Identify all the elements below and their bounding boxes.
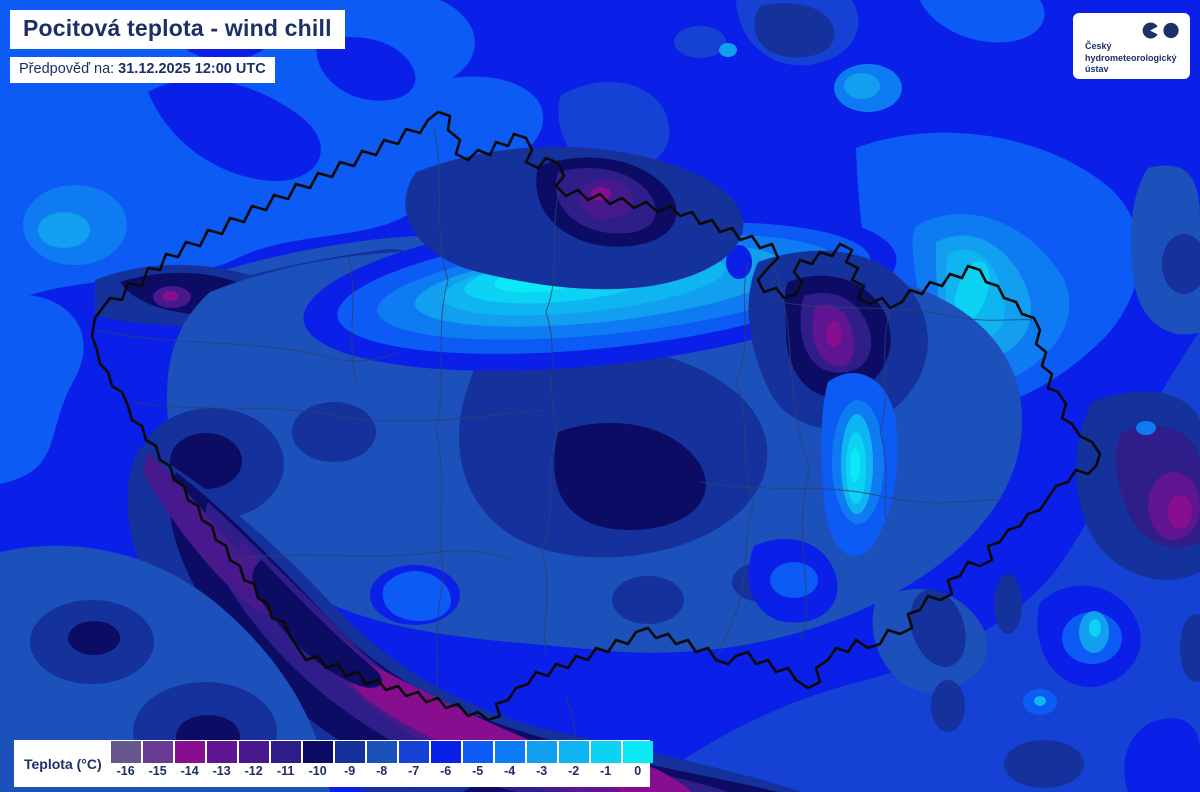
legend-item: -3 [526, 741, 558, 787]
chmi-logo-line1: Český [1085, 41, 1112, 51]
legend-item: -16 [110, 741, 142, 787]
legend-item: -7 [398, 741, 430, 787]
legend-tick-label: -16 [116, 764, 135, 778]
temperature-legend: Teplota (°C) -16 -15 -14 -13 -12 -11 -10 -9 -8 -7… [14, 740, 653, 787]
legend-swatch [494, 741, 525, 763]
legend-swatch [622, 741, 653, 763]
legend-swatch [366, 741, 397, 763]
legend-item: 0 [622, 741, 654, 787]
legend-tick-label: -14 [180, 764, 199, 778]
legend-item: -4 [494, 741, 526, 787]
chmi-logo-icon [1142, 22, 1179, 39]
legend-swatch [334, 741, 365, 763]
forecast-time-box: Předpověď na: 31.12.2025 12:00 UTC [10, 57, 275, 83]
legend-swatch [270, 741, 301, 763]
legend-tick-label: -11 [276, 764, 295, 778]
legend-tick-label: -10 [308, 764, 327, 778]
legend-item: -10 [302, 741, 334, 787]
legend-label: Teplota (°C) [24, 755, 102, 772]
legend-swatch [142, 741, 173, 763]
legend-tick-label: -6 [440, 764, 452, 778]
legend-swatch [590, 741, 621, 763]
legend-tick-label: -1 [600, 764, 612, 778]
legend-tick-label: -3 [536, 764, 548, 778]
legend-swatch [398, 741, 429, 763]
legend-tick-label: -9 [344, 764, 356, 778]
legend-item: -15 [142, 741, 174, 787]
legend-item: -11 [270, 741, 302, 787]
legend-tick-label: -5 [472, 764, 484, 778]
legend-tick-label: -7 [408, 764, 420, 778]
forecast-datetime: 31.12.2025 12:00 UTC [118, 61, 266, 77]
legend-item: -6 [430, 741, 462, 787]
legend-tick-label: -15 [148, 764, 167, 778]
legend-tick-label: -8 [376, 764, 388, 778]
legend-swatch [110, 741, 141, 763]
legend-item: -14 [174, 741, 206, 787]
legend-item: -13 [206, 741, 238, 787]
legend-swatch [430, 741, 461, 763]
chmi-logo-text: Český hydrometeorologický ústav [1085, 41, 1177, 76]
forecast-label: Předpověď na: [19, 61, 115, 77]
chmi-logo: Český hydrometeorologický ústav [1073, 13, 1190, 79]
chmi-logo-line2: hydrometeorologický [1085, 52, 1177, 63]
legend-swatch [206, 741, 237, 763]
legend-tick-label: -12 [244, 764, 263, 778]
legend-scale: -16 -15 -14 -13 -12 -11 -10 -9 -8 -7 -6 -5 -4 -3 -2 -1 0 [110, 740, 654, 787]
legend-item: -8 [366, 741, 398, 787]
legend-tick-label: 0 [634, 764, 642, 778]
legend-item: -2 [558, 741, 590, 787]
legend-swatch [526, 741, 557, 763]
map-title: Pocitová teplota - wind chill [10, 10, 345, 49]
legend-item: -5 [462, 741, 494, 787]
legend-tick-label: -2 [568, 764, 580, 778]
legend-item: -9 [334, 741, 366, 787]
legend-swatch [462, 741, 493, 763]
chmi-logo-line3: ústav [1085, 64, 1109, 75]
legend-tick-label: -4 [504, 764, 516, 778]
legend-swatch [238, 741, 269, 763]
legend-swatch [302, 741, 333, 763]
country-border [90, 110, 1102, 722]
legend-item: -1 [590, 741, 622, 787]
map-title-text: Pocitová teplota - wind chill [23, 15, 332, 41]
legend-item: -12 [238, 741, 270, 787]
legend-swatch [174, 741, 205, 763]
legend-swatch [558, 741, 589, 763]
legend-tick-label: -13 [212, 764, 231, 778]
